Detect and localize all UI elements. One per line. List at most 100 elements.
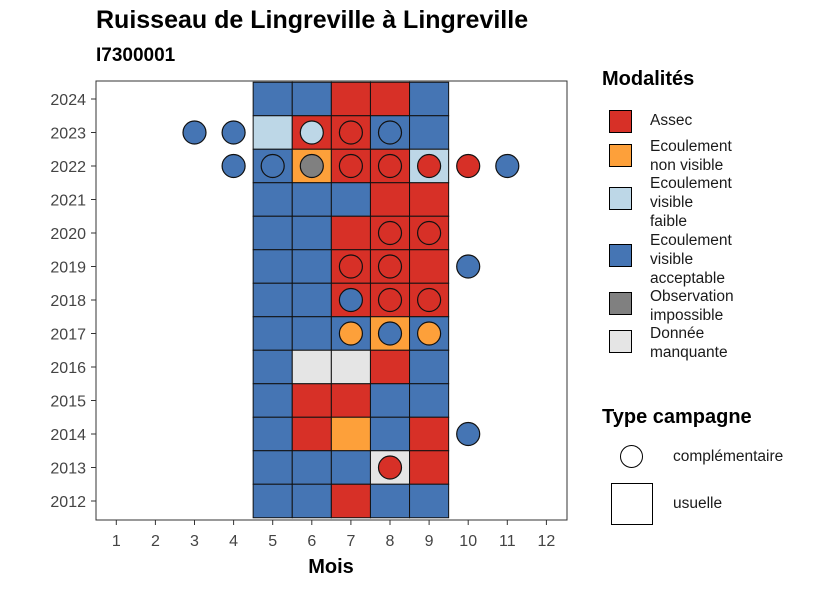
heatmap-cell (330, 81, 371, 117)
legend-label-impossible: Observation impossible (650, 288, 734, 324)
heatmap-cell (252, 249, 293, 284)
x-tick-label: 8 (386, 533, 395, 550)
heatmap-cell (291, 383, 332, 418)
y-tick-label: 2019 (50, 260, 86, 277)
heatmap-cell (409, 383, 450, 418)
complementaire-point (299, 153, 324, 179)
complementaire-point (377, 455, 403, 480)
x-tick-label: 3 (190, 533, 199, 550)
heatmap-cell (252, 81, 293, 117)
heatmap-cell (409, 483, 450, 519)
legend-key-manquante (609, 330, 632, 353)
legend-label-acceptable: Ecoulement visible acceptable (650, 232, 732, 287)
heatmap-cell (409, 115, 450, 150)
heatmap-cell (409, 349, 450, 385)
heatmap-cell (409, 416, 450, 452)
x-tick-label: 11 (499, 533, 516, 550)
y-tick-label: 2015 (50, 394, 86, 411)
x-axis: 1 2 3 4 5 6 7 8 9 10 11 12 (112, 520, 556, 550)
complementaire-point (221, 153, 246, 179)
chart-title: Ruisseau de Lingreville à Lingreville (96, 6, 529, 34)
x-tick-label: 5 (268, 533, 277, 550)
complementaire-point (377, 287, 403, 313)
y-axis: 2012 2013 2014 2015 2016 2017 2018 2019 2020 2021… (50, 92, 96, 511)
complementaire-point (417, 287, 442, 313)
y-tick-label: 2014 (50, 427, 86, 444)
complementaire-point (221, 120, 246, 145)
heatmap-cell (330, 383, 371, 418)
heatmap-cell (252, 282, 293, 318)
heatmap-cell (330, 416, 371, 452)
heatmap-cell (291, 81, 332, 117)
legend-label-manquante: Donnée manquante (650, 325, 728, 361)
complementaire-point (456, 421, 481, 447)
legend-label-complementaire: complémentaire (673, 448, 784, 465)
legend-type-title: Type campagne (602, 406, 752, 428)
legend-label-faible: Ecoulement visible faible (650, 175, 732, 230)
complementaire-point (338, 287, 363, 313)
x-tick-label: 4 (229, 533, 238, 550)
complementaire-point (377, 321, 403, 346)
heatmap-cell (252, 115, 293, 150)
x-tick-label: 12 (538, 533, 556, 550)
x-tick-label: 1 (112, 533, 121, 550)
x-tick-label: 6 (307, 533, 316, 550)
heatmap-cell (330, 450, 371, 485)
complementaire-point (417, 153, 442, 179)
y-tick-label: 2016 (50, 360, 86, 377)
legend-label-assec: Assec (650, 112, 693, 129)
legend-key-faible (609, 187, 632, 210)
heatmap-cell (409, 182, 450, 217)
x-tick-label: 10 (459, 533, 477, 550)
complementaire-point (182, 120, 207, 145)
heatmap-cell (291, 483, 332, 519)
y-tick-label: 2021 (50, 193, 86, 210)
legend-key-usuelle (611, 483, 653, 525)
x-tick-label: 9 (425, 533, 434, 550)
heatmap-cell (330, 349, 371, 385)
complementaire-point (338, 254, 363, 279)
y-tick-label: 2017 (50, 327, 86, 344)
complementaire-point (260, 153, 285, 179)
y-tick-label: 2013 (50, 461, 86, 478)
heatmap-cell (291, 249, 332, 284)
heatmap-cell (291, 282, 332, 318)
y-tick-label: 2023 (50, 126, 86, 143)
heatmap-cell (330, 182, 371, 217)
heatmap-cell (252, 316, 293, 351)
complementaire-point (338, 120, 363, 145)
y-tick-label: 2020 (50, 226, 86, 243)
heatmap-cell (369, 182, 411, 217)
y-tick-label: 2018 (50, 293, 86, 310)
complementaire-points (182, 120, 520, 480)
complementaire-point (377, 120, 403, 145)
heatmap-cell (369, 81, 411, 117)
heatmap-cell (369, 383, 411, 418)
legend-modalites-title: Modalités (602, 68, 695, 90)
complementaire-point (456, 254, 481, 279)
heatmap-cell (252, 182, 293, 217)
complementaire-point (377, 220, 403, 246)
legend-label-usuelle: usuelle (673, 495, 723, 512)
heatmap-cell (409, 450, 450, 485)
complementaire-point (338, 153, 363, 179)
heatmap-cell (252, 450, 293, 485)
heatmap-cell (252, 483, 293, 519)
complementaire-point (456, 153, 481, 179)
complementaire-point (417, 220, 442, 246)
heatmap-cell (291, 316, 332, 351)
y-tick-label: 2022 (50, 159, 86, 176)
complementaire-point (299, 120, 324, 145)
heatmap-cell (409, 81, 450, 117)
x-tick-label: 7 (346, 533, 355, 550)
heatmap-cell (369, 416, 411, 452)
chart-subtitle: I7300001 (96, 45, 176, 66)
heatmap-cell (252, 383, 293, 418)
heatmap-cell (409, 249, 450, 284)
heatmap-cell (252, 215, 293, 251)
y-tick-label: 2024 (50, 92, 86, 109)
heatmap-cell (291, 215, 332, 251)
legend-label-nonvisible: Ecoulement non visible (650, 138, 732, 174)
legend-key-acceptable (609, 244, 632, 267)
